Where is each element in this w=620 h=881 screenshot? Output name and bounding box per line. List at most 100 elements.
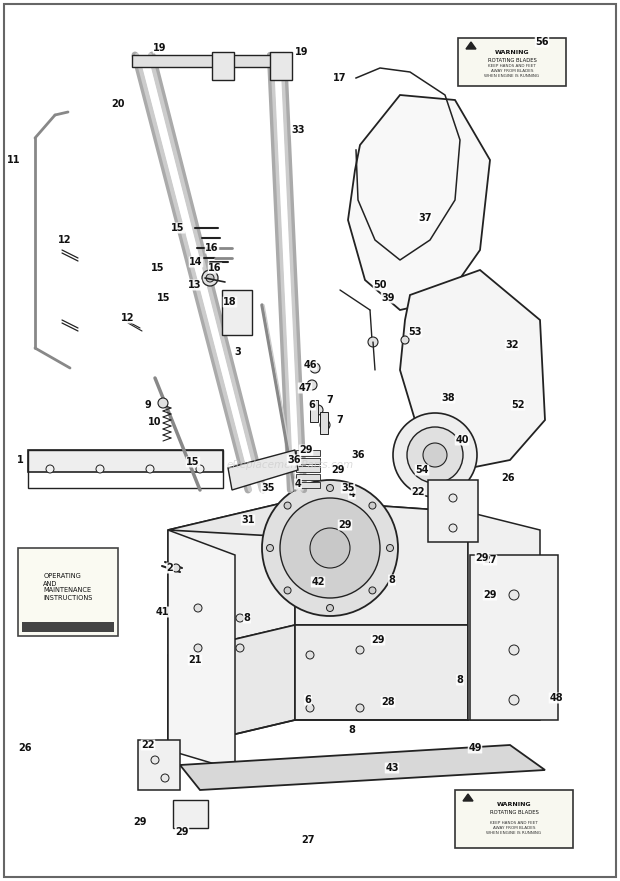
Text: 16: 16 xyxy=(208,263,222,273)
Circle shape xyxy=(194,644,202,652)
Circle shape xyxy=(449,524,457,532)
Text: 48: 48 xyxy=(549,693,563,703)
Bar xyxy=(455,790,573,848)
Text: 43: 43 xyxy=(385,763,399,773)
Circle shape xyxy=(369,587,376,594)
Text: 35: 35 xyxy=(261,483,275,493)
Bar xyxy=(22,622,114,632)
Text: 29: 29 xyxy=(483,590,497,600)
Bar xyxy=(296,482,320,488)
Text: 40: 40 xyxy=(455,435,469,445)
Circle shape xyxy=(202,270,218,286)
Text: 26: 26 xyxy=(18,743,32,753)
Polygon shape xyxy=(228,450,298,490)
Circle shape xyxy=(313,405,323,415)
Circle shape xyxy=(310,528,350,568)
Bar xyxy=(132,55,287,67)
Circle shape xyxy=(46,465,54,473)
Text: 4: 4 xyxy=(294,479,301,489)
Text: eReplacementParts.com: eReplacementParts.com xyxy=(226,460,353,470)
Text: 21: 21 xyxy=(188,655,202,665)
Polygon shape xyxy=(168,625,295,750)
Text: 52: 52 xyxy=(512,400,525,410)
Text: 22: 22 xyxy=(141,740,155,750)
Bar xyxy=(458,38,566,86)
Circle shape xyxy=(206,274,214,282)
Text: 47: 47 xyxy=(298,383,312,393)
Text: 54: 54 xyxy=(415,465,429,475)
Circle shape xyxy=(172,564,180,572)
Circle shape xyxy=(320,420,330,430)
Circle shape xyxy=(393,413,477,497)
Text: 38: 38 xyxy=(441,393,455,403)
Bar xyxy=(310,400,318,422)
Circle shape xyxy=(509,695,519,705)
Text: 15: 15 xyxy=(151,263,165,273)
Circle shape xyxy=(449,494,457,502)
Circle shape xyxy=(146,465,154,473)
Text: 15: 15 xyxy=(157,293,170,303)
Bar xyxy=(296,466,320,472)
Text: 32: 32 xyxy=(505,340,519,350)
Circle shape xyxy=(407,427,463,483)
Circle shape xyxy=(96,465,104,473)
Polygon shape xyxy=(168,530,235,770)
Text: OPERATING
AND
MAINTENANCE
INSTRUCTIONS: OPERATING AND MAINTENANCE INSTRUCTIONS xyxy=(43,574,92,601)
Text: 8: 8 xyxy=(456,675,463,685)
Text: 15: 15 xyxy=(186,457,200,467)
Circle shape xyxy=(151,756,159,764)
Polygon shape xyxy=(180,745,545,790)
Text: 46: 46 xyxy=(303,360,317,370)
Text: KEEP HANDS AND FEET
AWAY FROM BLADES
WHEN ENGINE IS RUNNING: KEEP HANDS AND FEET AWAY FROM BLADES WHE… xyxy=(484,64,539,78)
Circle shape xyxy=(356,704,364,712)
Circle shape xyxy=(280,498,380,598)
Text: WARNING: WARNING xyxy=(495,49,529,55)
Text: 33: 33 xyxy=(291,125,305,135)
Circle shape xyxy=(356,646,364,654)
Text: 22: 22 xyxy=(411,487,425,497)
Text: 20: 20 xyxy=(111,99,125,109)
Circle shape xyxy=(262,480,398,616)
Circle shape xyxy=(194,604,202,612)
Text: 36: 36 xyxy=(287,455,301,465)
Text: 12: 12 xyxy=(58,235,72,245)
Text: 4: 4 xyxy=(348,489,355,499)
Text: ROTATING BLADES: ROTATING BLADES xyxy=(490,810,538,815)
Text: 8: 8 xyxy=(389,575,396,585)
Circle shape xyxy=(307,380,317,390)
Circle shape xyxy=(423,443,447,467)
Circle shape xyxy=(509,590,519,600)
Circle shape xyxy=(306,651,314,659)
Text: 29: 29 xyxy=(371,635,385,645)
Circle shape xyxy=(267,544,273,552)
Text: 27: 27 xyxy=(301,835,315,845)
Bar xyxy=(296,458,320,464)
Circle shape xyxy=(327,485,334,492)
Text: 8: 8 xyxy=(244,613,250,623)
Bar xyxy=(320,412,328,434)
Text: WARNING: WARNING xyxy=(497,802,531,806)
Circle shape xyxy=(284,502,291,509)
Bar xyxy=(28,450,223,488)
Polygon shape xyxy=(295,625,468,720)
Text: 41: 41 xyxy=(155,607,169,617)
Circle shape xyxy=(327,604,334,611)
Text: 49: 49 xyxy=(468,743,482,753)
Text: 6: 6 xyxy=(309,400,316,410)
Text: 37: 37 xyxy=(418,213,432,223)
Text: ROTATING BLADES: ROTATING BLADES xyxy=(487,57,536,63)
Polygon shape xyxy=(295,500,468,625)
Bar xyxy=(138,740,180,790)
Bar xyxy=(470,555,558,720)
Circle shape xyxy=(196,465,204,473)
Text: 2: 2 xyxy=(167,563,174,573)
Bar xyxy=(296,450,320,456)
Bar xyxy=(28,450,223,472)
Text: 6: 6 xyxy=(304,695,311,705)
Text: 27: 27 xyxy=(483,555,497,565)
Text: 17: 17 xyxy=(334,73,347,83)
Text: 29: 29 xyxy=(175,827,188,837)
Bar xyxy=(270,52,292,80)
Text: 11: 11 xyxy=(7,155,20,165)
Text: 29: 29 xyxy=(339,520,352,530)
